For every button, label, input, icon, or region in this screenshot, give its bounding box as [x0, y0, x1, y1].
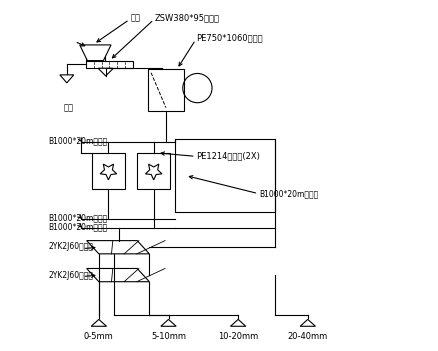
Bar — [86, 55, 105, 61]
Text: 20-40mm: 20-40mm — [288, 332, 328, 341]
Text: ZSW380*95喂料机: ZSW380*95喂料机 — [155, 13, 219, 22]
Text: PE750*1060鄂破机: PE750*1060鄂破机 — [196, 33, 263, 42]
Bar — [92, 153, 125, 190]
Bar — [86, 61, 133, 68]
Text: B1000*20m皮带机: B1000*20m皮带机 — [259, 189, 318, 198]
Polygon shape — [300, 319, 315, 326]
Text: B1000*20m皮带机: B1000*20m皮带机 — [48, 136, 108, 145]
Polygon shape — [100, 164, 117, 180]
Polygon shape — [161, 319, 176, 326]
Text: 2YK2J60振动筛: 2YK2J60振动筛 — [48, 243, 93, 251]
Text: 废料: 废料 — [64, 103, 74, 112]
Text: 5-10mm: 5-10mm — [151, 332, 186, 341]
Text: PE1214反击破(2X): PE1214反击破(2X) — [196, 152, 260, 161]
Text: 0-5mm: 0-5mm — [84, 332, 114, 341]
Text: 2YK2J60振动筛: 2YK2J60振动筛 — [48, 271, 93, 280]
Text: 10-20mm: 10-20mm — [218, 332, 258, 341]
Polygon shape — [91, 319, 106, 326]
Bar — [137, 153, 170, 190]
Polygon shape — [60, 75, 74, 83]
Polygon shape — [145, 164, 162, 180]
Text: 料斗: 料斗 — [130, 13, 140, 22]
Bar — [176, 139, 275, 212]
Polygon shape — [87, 241, 149, 254]
Polygon shape — [80, 45, 111, 61]
Bar — [148, 69, 184, 111]
Text: B1000*20m皮带机: B1000*20m皮带机 — [48, 213, 108, 223]
Text: B1000*20m皮带机: B1000*20m皮带机 — [48, 222, 108, 231]
Polygon shape — [230, 319, 246, 326]
Polygon shape — [87, 269, 149, 282]
Polygon shape — [98, 68, 113, 76]
